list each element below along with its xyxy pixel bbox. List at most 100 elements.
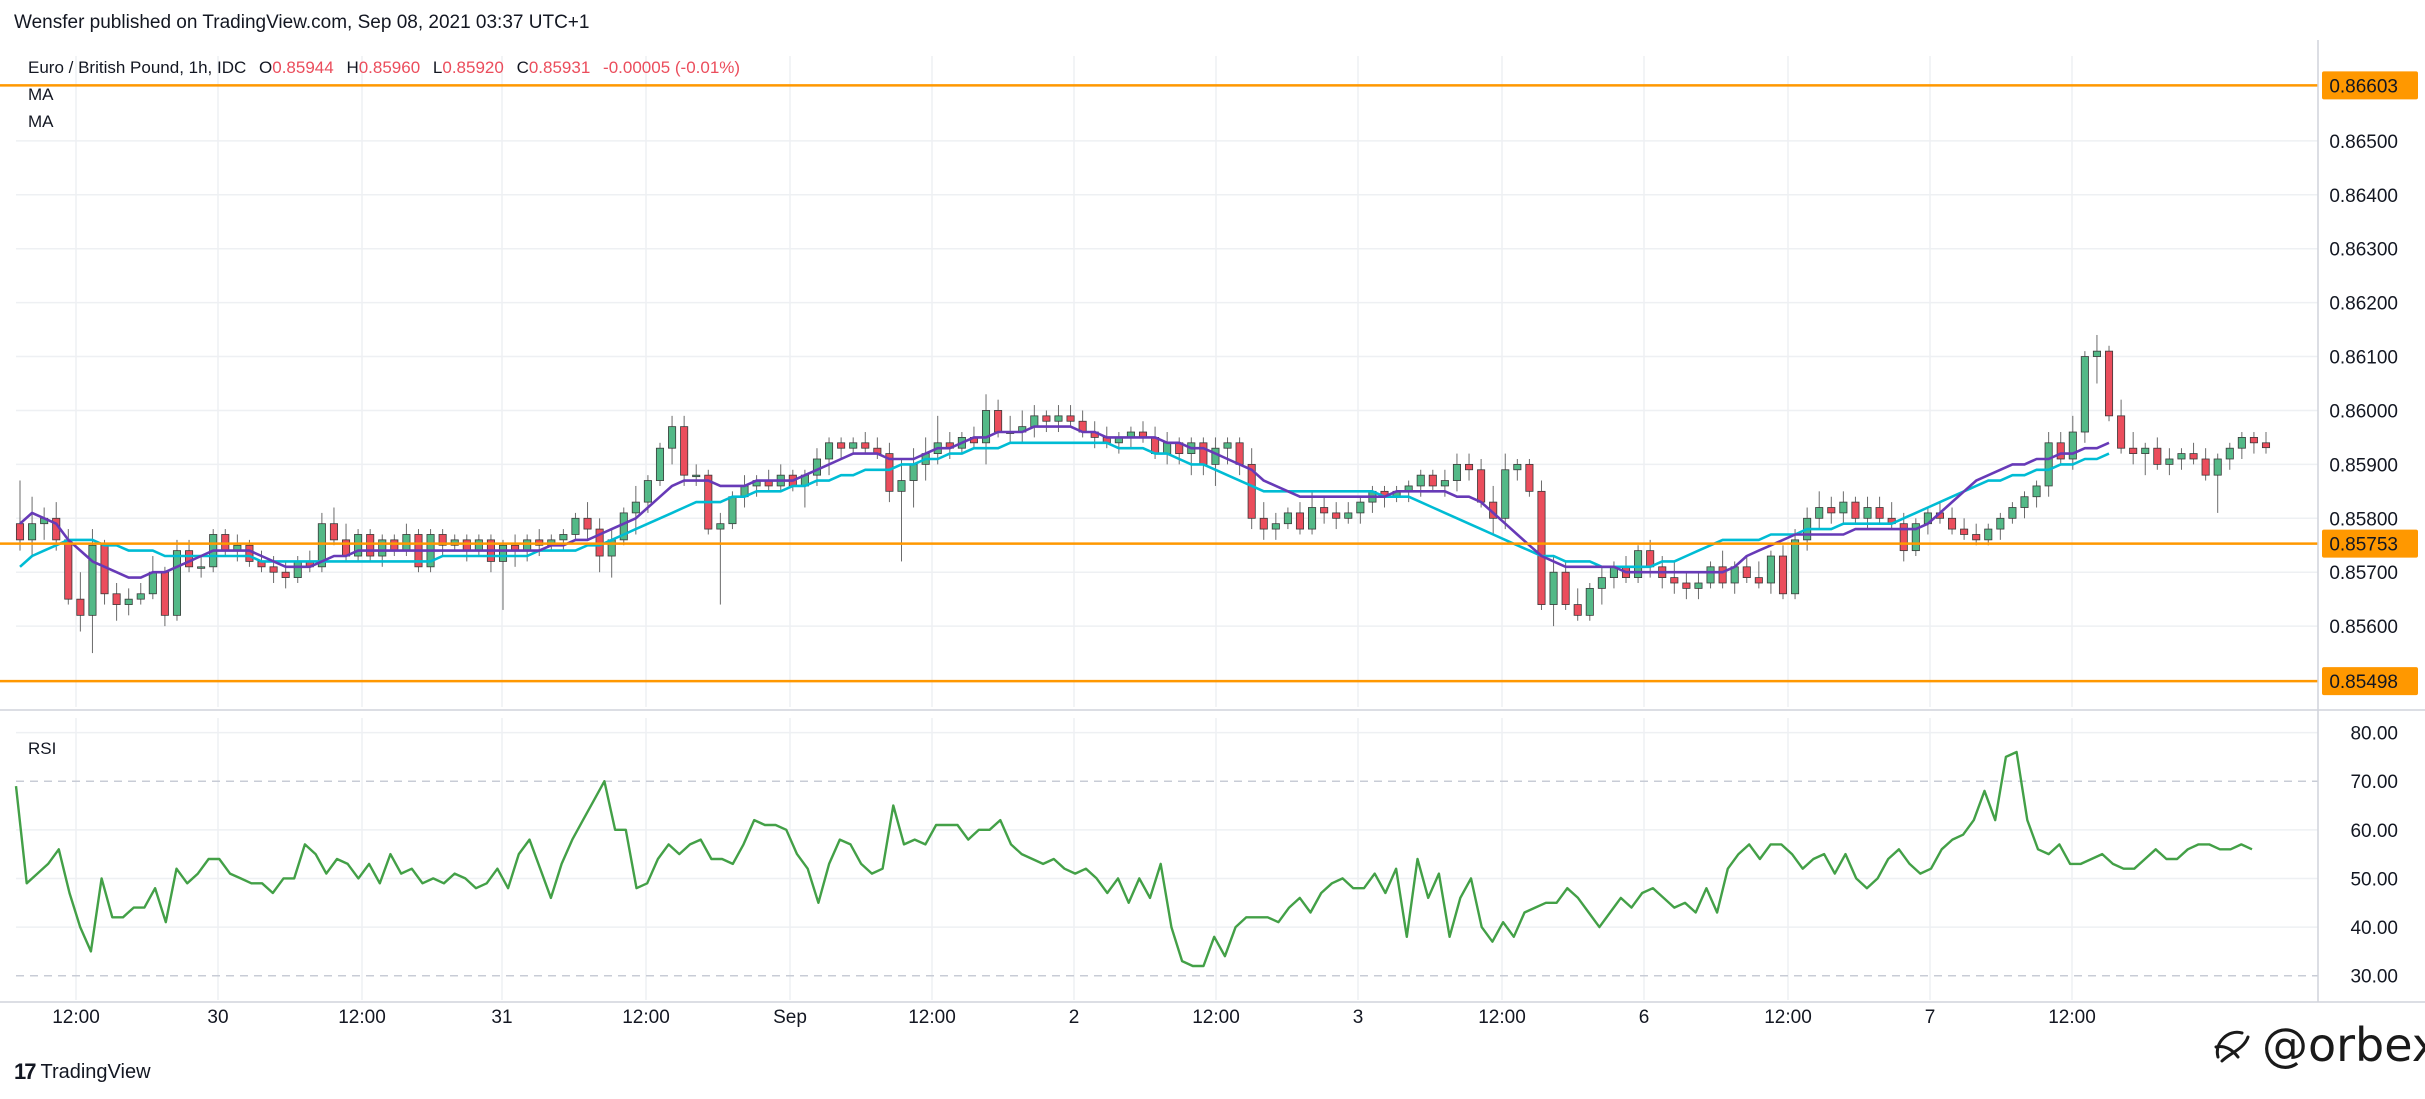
candle-body — [1670, 577, 1679, 584]
candle-up — [1706, 561, 1715, 589]
x-tick-label: 12:00 — [52, 1007, 100, 1028]
candle-body — [1778, 555, 1788, 595]
candle-down — [486, 534, 495, 573]
candle-up — [1839, 491, 1848, 524]
candle-body — [994, 410, 1003, 433]
candle-down — [1525, 458, 1534, 497]
candle-down — [2056, 432, 2065, 465]
candle-up — [631, 485, 640, 535]
candle-body — [1440, 480, 1449, 487]
candle-up — [1368, 485, 1377, 513]
candle-up — [1356, 496, 1365, 524]
candle-up — [2213, 453, 2222, 513]
candle-down — [1247, 448, 1256, 530]
candle-body — [2129, 447, 2138, 454]
candle-down — [390, 534, 399, 557]
candle-body — [680, 426, 689, 476]
candle-body — [909, 463, 918, 481]
candle-body — [1899, 523, 1908, 552]
candle-down — [1090, 421, 1099, 449]
candle-body — [1525, 463, 1534, 492]
candle-down — [1887, 502, 1896, 530]
candle-down — [1199, 437, 1208, 476]
candle-body — [1694, 582, 1703, 589]
rsi-layer — [14, 750, 2253, 968]
candle-body — [1344, 512, 1353, 519]
candle-up — [2141, 442, 2150, 476]
candle-body — [571, 517, 580, 535]
candle-body — [1948, 517, 1957, 530]
candle-down — [885, 442, 894, 503]
candle-body — [1863, 507, 1872, 519]
candle-down — [1972, 523, 1981, 546]
candle-down — [1682, 572, 1691, 600]
candle-body — [692, 474, 701, 478]
rsi-line — [14, 750, 2253, 968]
candle-down — [100, 539, 109, 605]
candle-up — [1585, 582, 1594, 621]
legend-l-value: 0.85920 — [442, 58, 503, 77]
candle-body — [1247, 463, 1256, 519]
svg-text:Euro / British Pound, 1h, IDC: Euro / British Pound, 1h, IDC O0.85944 H… — [28, 58, 740, 77]
candle-up — [1344, 502, 1353, 524]
x-tick-label: 6 — [1639, 1007, 1650, 1028]
candle-up — [1694, 572, 1703, 600]
candle-down — [2201, 448, 2210, 481]
y-tick-label: 0.86200 — [2329, 294, 2398, 315]
horizontal-levels-layer[interactable]: 0.86603 0.85753 0.85498 — [0, 71, 2418, 696]
tradingview-logo-icon: 17 — [14, 1059, 37, 1084]
candle-up — [1452, 453, 1461, 492]
candle-body — [15, 523, 25, 541]
candle-body — [474, 539, 483, 552]
candle-down — [76, 572, 85, 632]
candle-body — [354, 534, 363, 557]
candle-body — [1042, 415, 1051, 422]
candle-down — [1066, 405, 1075, 427]
candle-body — [1960, 528, 1969, 535]
candle-up — [136, 582, 145, 605]
x-tick-label: 3 — [1353, 1007, 1364, 1028]
tradingview-brand[interactable]: 17 TradingView — [14, 1059, 151, 1084]
candle-up — [2165, 448, 2174, 476]
candle-up — [1416, 469, 1425, 497]
candle-up — [1211, 437, 1220, 486]
x-tick-label: 12:00 — [622, 1007, 670, 1028]
candle-body — [2201, 458, 2210, 476]
candle-body — [1465, 463, 1474, 471]
candle-body — [1549, 571, 1558, 605]
candle-body — [2092, 350, 2101, 357]
ma-fast-line — [19, 425, 2110, 579]
y-tick-label: 0.85800 — [2329, 509, 2398, 530]
candle-body — [1030, 415, 1039, 428]
x-tick-label: 12:00 — [1764, 1007, 1812, 1028]
candle-up — [655, 442, 665, 486]
candle-down — [1948, 507, 1957, 535]
candle-body — [1308, 507, 1317, 530]
candle-down — [2189, 442, 2198, 465]
candle-up — [2177, 448, 2186, 470]
candle-body — [2104, 350, 2114, 417]
rsi-y-tick-label: 60.00 — [2350, 821, 2398, 842]
candle-body — [1875, 507, 1884, 519]
candle-body — [716, 523, 725, 530]
legend-l-label: L — [433, 58, 442, 77]
candle-up — [1163, 432, 1172, 465]
candle-down — [329, 507, 338, 546]
candle-down — [1875, 496, 1884, 524]
candle-down — [160, 566, 169, 627]
legend-change: -0.00005 (-0.01%) — [603, 58, 740, 77]
candle-body — [523, 539, 532, 552]
candle-down — [112, 582, 121, 621]
moving-averages-layer — [19, 425, 2110, 579]
candle-body — [728, 496, 737, 525]
rsi-grid — [16, 718, 2318, 1000]
candle-body — [148, 571, 157, 595]
candle-body — [2080, 356, 2089, 433]
candle-body — [378, 539, 387, 557]
candle-up — [197, 556, 206, 578]
candles-layer — [15, 334, 2271, 654]
rsi-y-tick-label: 70.00 — [2350, 772, 2398, 793]
candle-body — [1054, 415, 1063, 422]
candle-down — [1827, 496, 1836, 524]
